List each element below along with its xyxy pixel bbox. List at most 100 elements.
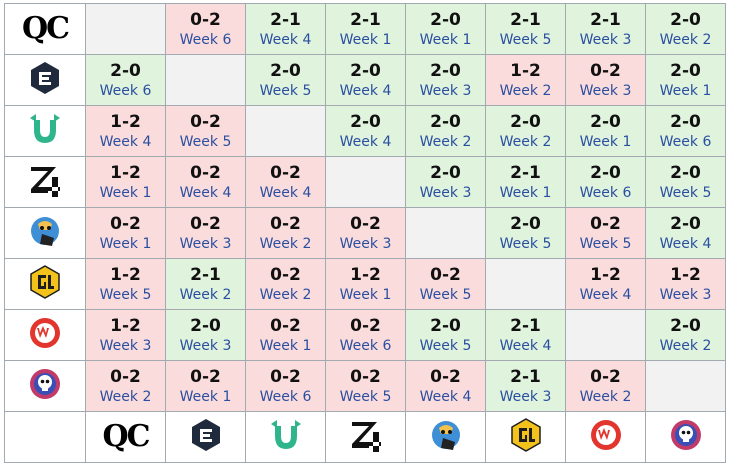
match-score: 1-2 — [510, 61, 541, 81]
eg-logo-icon — [191, 418, 221, 452]
skull-logo-icon — [28, 367, 62, 401]
match-score: 2-0 — [670, 316, 701, 336]
matrix-row: 2-0 Week 6 2-0 Week 5 2-0 Week 4 2-0 Week 3 1-2 W… — [4, 54, 726, 106]
result-cell: 0-2 Week 6 — [165, 3, 246, 55]
z4-logo-icon — [349, 418, 383, 452]
result-cell: 1-2 Week 1 — [85, 156, 166, 208]
self-match-cell — [325, 156, 406, 208]
result-cell: 1-2 Week 4 — [565, 258, 646, 310]
result-cell: 0-2 Week 5 — [165, 105, 246, 157]
skull-logo-icon — [669, 418, 703, 452]
match-week: Week 5 — [659, 185, 712, 201]
team-logo-cell — [4, 156, 86, 208]
self-match-cell — [565, 309, 646, 361]
match-week: Week 4 — [259, 32, 312, 48]
result-cell: 0-2 Week 5 — [325, 360, 406, 412]
result-cell: 2-1 Week 3 — [565, 3, 646, 55]
match-week: Week 4 — [179, 185, 232, 201]
team-logo-cell — [645, 411, 726, 463]
match-week: Week 4 — [579, 287, 632, 303]
match-score: 1-2 — [110, 316, 141, 336]
gl-logo-icon — [30, 265, 60, 299]
result-cell: 2-1 Week 1 — [485, 156, 566, 208]
match-score: 0-2 — [350, 316, 381, 336]
match-score: 0-2 — [190, 112, 221, 132]
result-cell: 0-2 Week 2 — [245, 258, 326, 310]
result-cell: 0-2 Week 3 — [325, 207, 406, 259]
result-cell: 1-2 Week 4 — [85, 105, 166, 157]
z4-logo-icon — [28, 163, 62, 197]
result-cell: 2-0 Week 6 — [85, 54, 166, 106]
match-score: 0-2 — [350, 214, 381, 234]
match-week: Week 1 — [579, 134, 632, 150]
match-week: Week 5 — [419, 287, 472, 303]
match-week: Week 1 — [339, 32, 392, 48]
match-score: 2-0 — [430, 163, 461, 183]
match-score: 2-0 — [670, 61, 701, 81]
match-week: Week 6 — [659, 134, 712, 150]
match-week: Week 3 — [419, 185, 472, 201]
match-score: 2-1 — [510, 10, 541, 30]
match-week: Week 4 — [99, 134, 152, 150]
match-score: 0-2 — [270, 214, 301, 234]
result-cell: 0-2 Week 3 — [565, 54, 646, 106]
match-score: 0-2 — [590, 61, 621, 81]
match-week: Week 4 — [339, 83, 392, 99]
match-score: 2-1 — [350, 10, 381, 30]
result-cell: 2-0 Week 6 — [565, 156, 646, 208]
match-score: 0-2 — [590, 367, 621, 387]
result-cell: 0-2 Week 2 — [245, 207, 326, 259]
matrix-row: 0-2 Week 1 0-2 Week 3 0-2 Week 2 0-2 Week 3 2-0 W… — [4, 207, 726, 259]
matrix-row: 1-2 Week 4 0-2 Week 5 2-0 Week 4 2-0 Week 2 2-0 W… — [4, 105, 726, 157]
result-cell: 0-2 Week 3 — [165, 207, 246, 259]
self-match-cell — [645, 360, 726, 412]
match-score: 2-0 — [190, 316, 221, 336]
match-week: Week 4 — [259, 185, 312, 201]
match-week: Week 2 — [499, 134, 552, 150]
result-cell: 2-0 Week 1 — [405, 3, 486, 55]
corner-cell — [4, 411, 86, 463]
match-score: 0-2 — [110, 214, 141, 234]
match-week: Week 3 — [339, 236, 392, 252]
team-logo-cell — [4, 258, 86, 310]
team-logo-cell — [4, 360, 86, 412]
match-week: Week 2 — [179, 287, 232, 303]
result-cell: 0-2 Week 6 — [325, 309, 406, 361]
match-score: 0-2 — [190, 10, 221, 30]
wg-logo-icon — [28, 316, 62, 350]
match-score: 0-2 — [190, 163, 221, 183]
result-cell: 2-1 Week 4 — [245, 3, 326, 55]
match-week: Week 2 — [419, 134, 472, 150]
match-week: Week 3 — [499, 389, 552, 405]
eg-logo-icon — [30, 61, 60, 95]
result-cell: 2-0 Week 5 — [405, 309, 486, 361]
match-score: 2-0 — [430, 112, 461, 132]
match-week: Week 5 — [499, 32, 552, 48]
match-score: 2-0 — [510, 112, 541, 132]
match-week: Week 2 — [259, 287, 312, 303]
self-match-cell — [85, 3, 166, 55]
match-score: 0-2 — [270, 367, 301, 387]
match-score: 2-0 — [110, 61, 141, 81]
match-score: 0-2 — [270, 163, 301, 183]
match-score: 1-2 — [590, 265, 621, 285]
match-week: Week 5 — [99, 287, 152, 303]
result-cell: 0-2 Week 5 — [565, 207, 646, 259]
result-cell: 0-2 Week 1 — [165, 360, 246, 412]
matrix-row: 1-2 Week 3 2-0 Week 3 0-2 Week 1 0-2 Week 6 2-0 W… — [4, 309, 726, 361]
result-cell: 0-2 Week 5 — [405, 258, 486, 310]
match-week: Week 3 — [99, 338, 152, 354]
self-match-cell — [405, 207, 486, 259]
u-logo-icon — [267, 418, 305, 452]
match-score: 2-1 — [510, 367, 541, 387]
match-score: 0-2 — [190, 367, 221, 387]
gl-logo-icon — [510, 418, 541, 452]
result-cell: 1-2 Week 2 — [485, 54, 566, 106]
wg-logo-icon — [589, 418, 623, 452]
match-week: Week 3 — [179, 338, 232, 354]
mascot-logo-icon — [429, 418, 463, 452]
match-week: Week 5 — [179, 134, 232, 150]
match-score: 2-0 — [590, 112, 621, 132]
mascot-logo-icon — [28, 214, 62, 248]
match-week: Week 2 — [259, 236, 312, 252]
